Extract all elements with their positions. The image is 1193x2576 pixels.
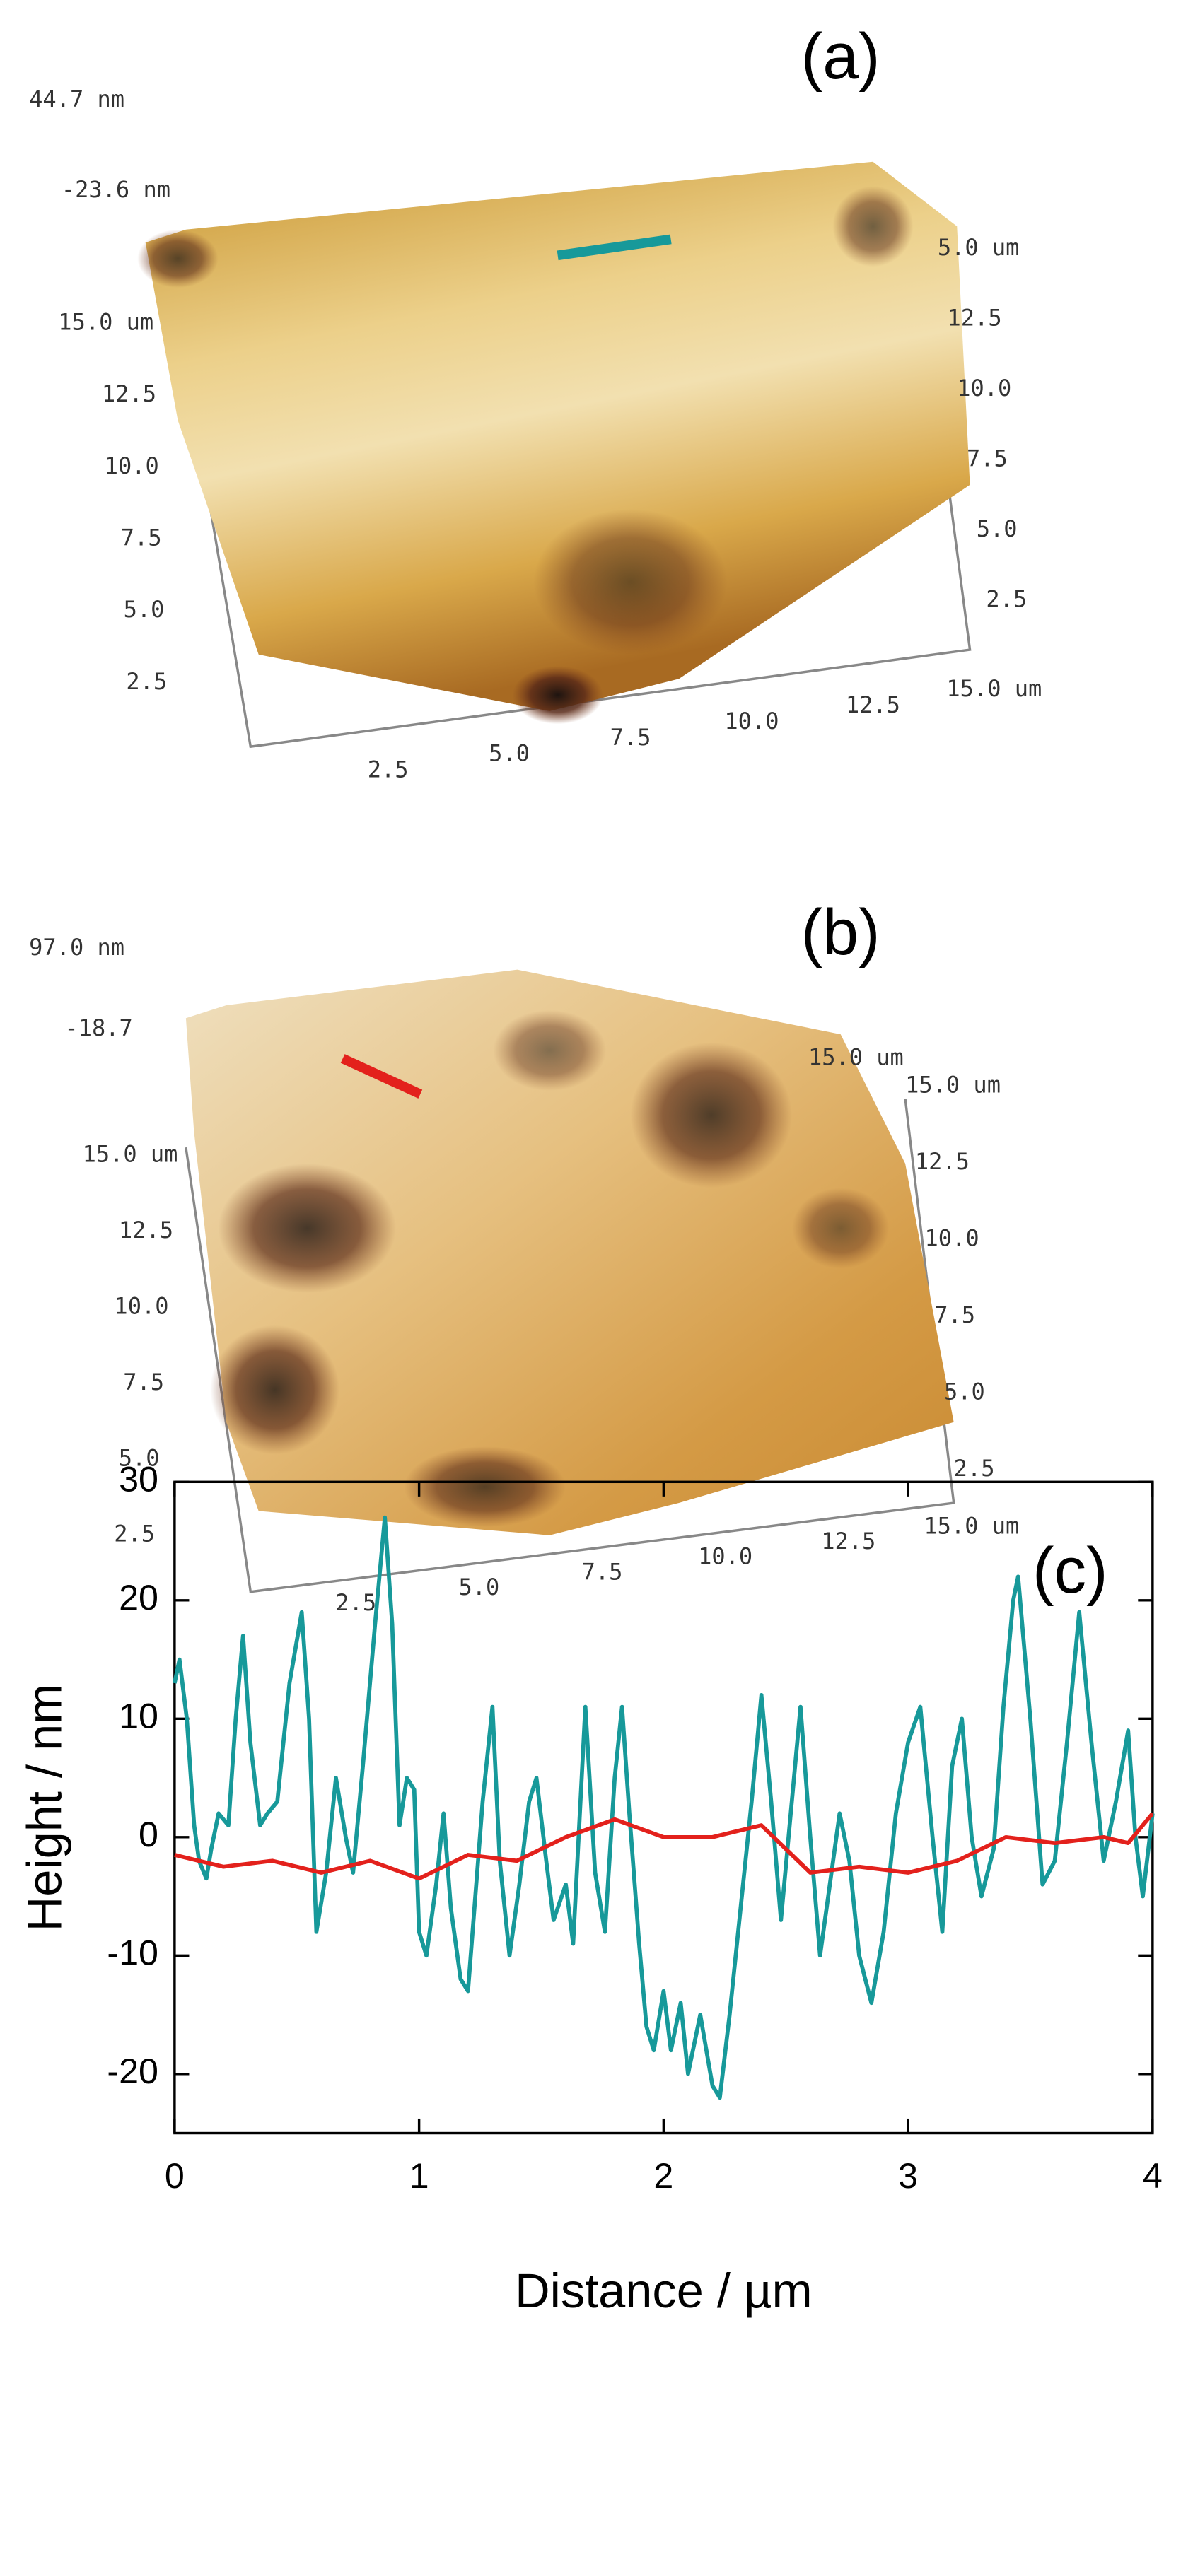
y2-tick-label: 10.0	[957, 375, 1011, 402]
y2-tick-label: 5.0	[977, 515, 1018, 542]
y-tick-label: -10	[107, 1933, 158, 1973]
y2-tick-label: 7.5	[967, 445, 1008, 472]
z-tick-label: -23.6 nm	[62, 176, 170, 203]
y-tick-label: 12.5	[119, 1217, 173, 1243]
y-tick-label: 15.0 um	[58, 308, 153, 335]
y-tick-label: 7.5	[123, 1369, 164, 1395]
x-tick-label: 4	[1143, 2155, 1163, 2196]
y2-tick-label: 12.5	[948, 305, 1002, 332]
y2-tick-label: 7.5	[934, 1301, 975, 1328]
plot-frame	[173, 1480, 1154, 2135]
x-tick-label: 0	[165, 2155, 185, 2196]
x-tick-label: 1	[409, 2155, 429, 2196]
x-tick-label: 15.0 um	[924, 1512, 1019, 1539]
y2-tick-label: 2.5	[986, 585, 1027, 612]
z-tick-label: 44.7 nm	[29, 86, 124, 112]
x-tick-label: 12.5	[846, 691, 900, 718]
x-tick-label: 12.5	[821, 1528, 875, 1555]
afm-surface-a	[137, 161, 972, 749]
x-far-tick-label: 15.0 um	[808, 1043, 904, 1070]
x-tick-label: 7.5	[610, 724, 651, 751]
y-tick-label: 20	[119, 1577, 158, 1617]
z-tick-label: -18.7	[64, 1014, 132, 1041]
profile-marker	[557, 234, 672, 261]
x-tick-label: 10.0	[698, 1543, 752, 1570]
y-tick-label: 12.5	[102, 380, 156, 407]
panel-label: (c)	[1032, 1535, 1108, 1607]
y-tick-label: 10	[119, 1696, 158, 1736]
x-tick-label: 5.0	[489, 740, 530, 767]
y-axis-title: Height / nm	[18, 1684, 72, 1932]
y-tick-label: 2.5	[114, 1521, 155, 1547]
y2-tick-label: 10.0	[925, 1224, 979, 1251]
profile-line	[173, 1515, 1155, 2100]
x-axis-title: Distance / µm	[515, 2264, 813, 2318]
x-tick-label: 15.0 um	[946, 675, 1042, 702]
y-tick-label: 5.0	[119, 1444, 160, 1471]
x-tick-label: 2.5	[335, 1589, 376, 1616]
x-tick-label: 10.0	[724, 708, 779, 734]
y2-tick-label: 12.5	[915, 1148, 970, 1175]
afm-surface-b	[185, 969, 955, 1593]
x-tick-label: 2	[653, 2155, 673, 2196]
y-tick-label: 5.0	[124, 596, 165, 623]
y-tick-label: 10.0	[114, 1292, 168, 1319]
profile-line	[174, 1812, 1155, 1881]
panel-label: (b)	[801, 896, 880, 968]
y-tick-label: -20	[107, 2051, 158, 2091]
panel-label: (a)	[801, 21, 880, 93]
x-tick-label: 2.5	[368, 756, 409, 783]
y-tick-label: 30	[119, 1459, 158, 1499]
y-tick-label: 7.5	[121, 524, 162, 551]
y2-tick-label: 2.5	[954, 1455, 995, 1482]
y-tick-label: 0	[139, 1814, 158, 1854]
x-tick-label: 7.5	[582, 1558, 623, 1585]
y-tick-label: 10.0	[105, 452, 159, 479]
y-tick-label: 15.0 um	[83, 1141, 178, 1168]
x-tick-label: 3	[898, 2155, 918, 2196]
y2-tick-label: 15.0 um	[905, 1071, 1001, 1098]
x-tick-label: 5.0	[458, 1574, 499, 1600]
z-tick-label: 97.0 nm	[29, 934, 124, 961]
y2-tick-label: 5.0 um	[938, 234, 1020, 261]
profile-marker	[340, 1054, 423, 1099]
y-tick-label: 2.5	[126, 668, 167, 695]
y2-tick-label: 5.0	[944, 1378, 985, 1405]
